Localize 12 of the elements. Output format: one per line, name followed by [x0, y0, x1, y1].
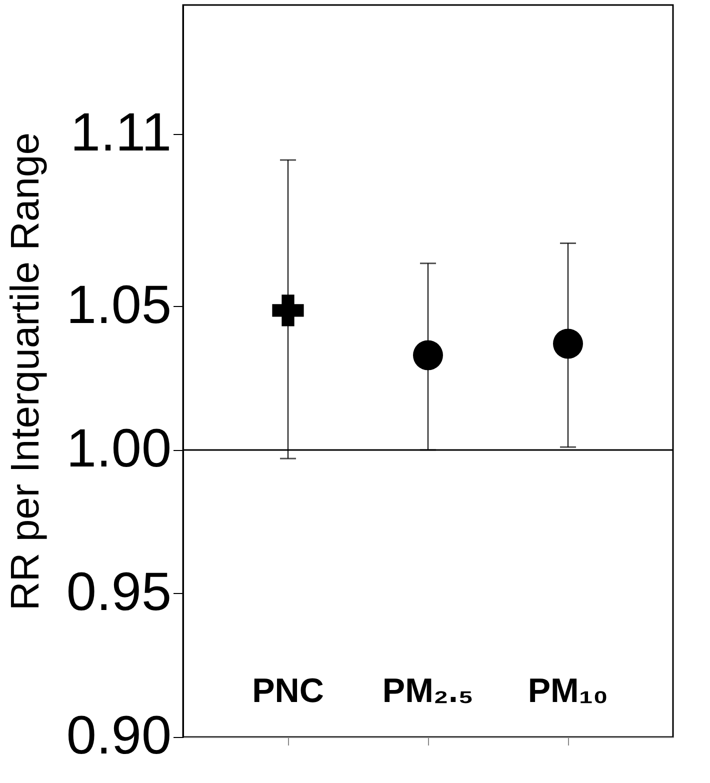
point [553, 328, 583, 359]
y-tick-label: 1.05 [66, 274, 172, 335]
point [272, 294, 304, 326]
y-axis-title: RR per Interquartile Range [3, 132, 48, 611]
x-tick-label: PNC [252, 672, 324, 710]
x-tick-label: PM₂.₅ [382, 672, 474, 710]
y-tick-label: 0.95 [66, 562, 172, 622]
point [413, 340, 443, 370]
y-tick-label: 1.00 [66, 418, 172, 478]
x-tick-label: PM₁₀ [528, 672, 608, 710]
y-tick-label: 1.11 [70, 102, 172, 163]
y-tick-label: 0.90 [66, 706, 172, 766]
